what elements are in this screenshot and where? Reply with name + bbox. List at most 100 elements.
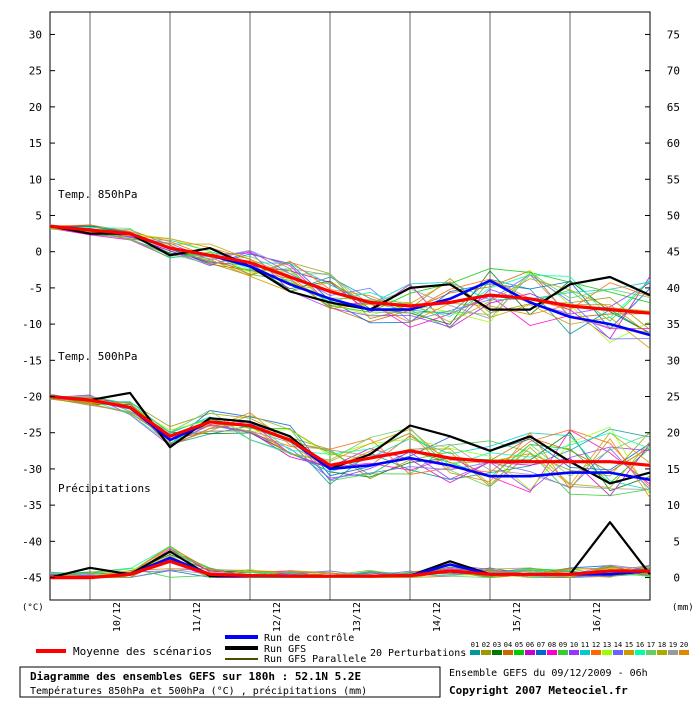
left-tick-label: -10 <box>22 318 42 331</box>
perturbation-swatch <box>514 650 524 655</box>
legend-control-label: Run de contrôle <box>264 632 354 644</box>
perturbation-swatch <box>569 650 579 655</box>
left-tick-label: 0 <box>35 246 42 259</box>
left-tick-label: 30 <box>29 28 42 41</box>
right-tick-label: 0 <box>673 572 680 585</box>
perturbation-number: 02 <box>482 641 490 649</box>
right-tick-label: 5 <box>673 535 680 548</box>
date-tick-label: 15/12 <box>512 602 523 632</box>
left-tick-label: 25 <box>29 65 42 78</box>
left-tick-label: 15 <box>29 137 42 150</box>
right-tick-label: 60 <box>667 137 680 150</box>
left-tick-label: -35 <box>22 499 42 512</box>
left-tick-label: -20 <box>22 391 42 404</box>
perturbation-number: 05 <box>515 641 523 649</box>
perturbation-swatch <box>613 650 623 655</box>
perturbation-swatch <box>492 650 502 655</box>
date-tick-label: 16/12 <box>592 602 603 632</box>
left-tick-label: -40 <box>22 535 42 548</box>
precip-mean-line <box>50 559 650 580</box>
ensemble-label: Ensemble GEFS du 09/12/2009 - 06h <box>449 668 648 679</box>
chart-title: Diagramme des ensembles GEFS sur 180h : … <box>30 670 361 683</box>
left-tick-label: 20 <box>29 101 42 114</box>
panel-label-t850: Temp. 850hPa <box>58 188 137 201</box>
left-tick-label: -25 <box>22 427 42 440</box>
date-tick-label: 10/12 <box>112 602 123 632</box>
perturbation-swatch <box>679 650 689 655</box>
perturbation-number: 13 <box>603 641 611 649</box>
left-tick-label: -45 <box>22 572 42 585</box>
perturbation-number: 15 <box>625 641 633 649</box>
perturbation-number: 17 <box>647 641 655 649</box>
right-tick-label: 30 <box>667 354 680 367</box>
perturbation-swatch <box>602 650 612 655</box>
perturbation-swatch <box>635 650 645 655</box>
perturbation-swatch <box>558 650 568 655</box>
perturbation-swatch <box>547 650 557 655</box>
right-tick-label: 10 <box>667 499 680 512</box>
perturbation-line-t850-17 <box>49 224 651 315</box>
perturbation-swatch <box>536 650 546 655</box>
title-box <box>19 666 441 698</box>
right-tick-label: 15 <box>667 463 680 476</box>
left-tick-label: 5 <box>35 209 42 222</box>
date-tick-label: 11/12 <box>192 602 203 632</box>
perturbation-number: 12 <box>592 641 600 649</box>
perturbation-number: 16 <box>636 641 644 649</box>
perturbation-number: 08 <box>548 641 556 649</box>
perturbation-line-t850-1 <box>49 225 651 335</box>
perturbation-number: 10 <box>570 641 578 649</box>
perturbation-swatch <box>624 650 634 655</box>
perturbation-number: 01 <box>471 641 479 649</box>
perturbation-number: 06 <box>526 641 534 649</box>
perturbation-number: 14 <box>614 641 622 649</box>
perturbation-number: 03 <box>493 641 501 649</box>
t850-gfs-line <box>49 225 651 311</box>
right-tick-label: 65 <box>667 101 680 114</box>
right-tick-label: 70 <box>667 65 680 78</box>
right-tick-label: 20 <box>667 427 680 440</box>
perturbation-number: 11 <box>581 641 589 649</box>
perturbation-swatch <box>668 650 678 655</box>
legend-gfs-label: Run GFS <box>264 644 306 655</box>
perturbation-swatch <box>657 650 667 655</box>
perturbation-number: 09 <box>559 641 567 649</box>
t500-mean-line <box>49 394 651 467</box>
left-tick-label: -15 <box>22 354 42 367</box>
perturbation-line-t500-11 <box>49 393 651 491</box>
panel-label-t500: Temp. 500hPa <box>58 350 137 363</box>
left-tick-label: -5 <box>29 282 42 295</box>
perturbation-swatch <box>525 650 535 655</box>
perturbation-number: 07 <box>537 641 545 649</box>
t850-mean-line <box>49 224 651 315</box>
legend-perturbations-label: 20 Perturbations <box>370 648 466 659</box>
panel-label-precip: Précipitations <box>58 482 151 495</box>
date-tick-label: 12/12 <box>272 602 283 632</box>
perturbation-number: 20 <box>680 641 688 649</box>
perturbation-line-t850-19 <box>49 225 651 333</box>
perturbation-number-legend: 01 02 03 04 05 06 07 08 09 10 11 12 13 14 15 16 17 18 19 20 <box>470 641 689 655</box>
perturbation-swatch <box>580 650 590 655</box>
perturbation-swatch <box>481 650 491 655</box>
left-axis-unit: (°C) <box>22 603 44 613</box>
perturbation-swatch <box>503 650 513 655</box>
date-tick-label: 13/12 <box>352 602 363 632</box>
perturbation-swatch <box>470 650 480 655</box>
legend-mean-label: Moyenne des scénarios <box>73 645 212 658</box>
perturbation-number: 18 <box>658 641 666 649</box>
perturbation-number: 04 <box>504 641 512 649</box>
legend-gfs-parallel-label: Run GFS Parallele <box>264 654 366 665</box>
right-tick-label: 75 <box>667 28 680 41</box>
right-tick-label: 25 <box>667 391 680 404</box>
main-lines <box>49 224 651 580</box>
copyright: Copyright 2007 Meteociel.fr <box>449 684 628 697</box>
perturbation-number: 19 <box>669 641 677 649</box>
right-tick-label: 55 <box>667 173 680 186</box>
date-tick-label: 14/12 <box>432 602 443 632</box>
left-tick-label: 10 <box>29 173 42 186</box>
right-tick-label: 50 <box>667 209 680 222</box>
right-axis-unit: (mm) <box>672 603 694 613</box>
